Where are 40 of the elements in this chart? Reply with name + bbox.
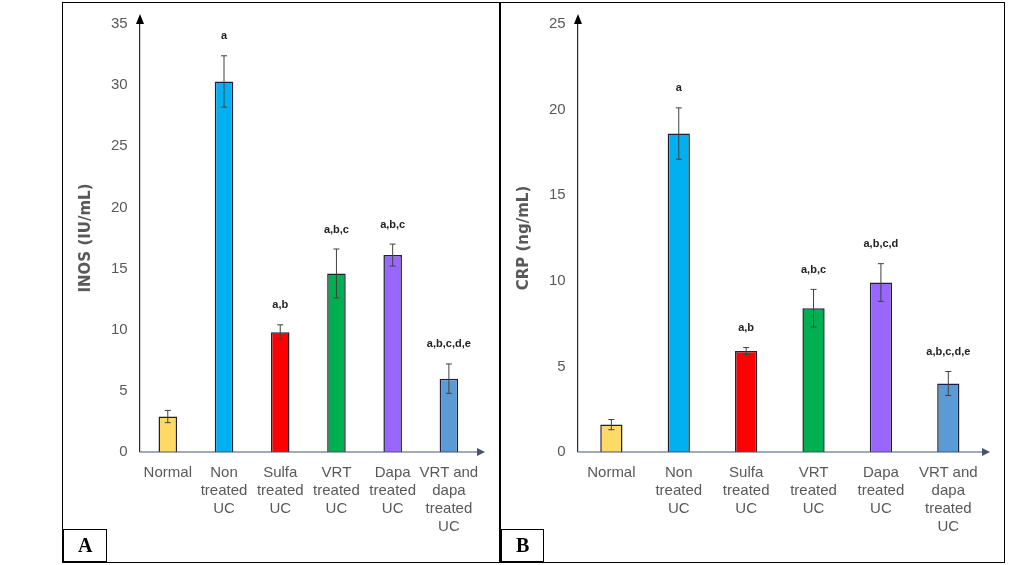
x-tick-label: VRT treated UC — [790, 463, 837, 517]
y-tick-label: 20 — [111, 197, 128, 215]
y-tick-label: 20 — [549, 99, 566, 117]
y-tick-label: 0 — [119, 442, 128, 460]
y-tick-label: 10 — [549, 270, 566, 288]
y-axis-title: INOS (IU/mL) — [75, 183, 94, 293]
annotation: a,b,c,d,e — [426, 337, 471, 350]
x-tick-label: Sulfa treated UC — [722, 463, 770, 517]
y-tick-label: 5 — [119, 381, 128, 398]
x-tick-label: Dapa treated UC — [857, 463, 905, 517]
annotation: a,b,c — [323, 222, 349, 235]
annotation: a — [675, 81, 683, 94]
y-tick-label: 15 — [549, 185, 566, 203]
x-tick-label: Non treated UC — [200, 463, 248, 517]
annotation: a,b,c — [380, 217, 406, 230]
annotation: a,b — [272, 298, 289, 311]
y-tick-label: 25 — [549, 14, 566, 32]
y-tick-label: 5 — [557, 356, 566, 374]
y-tick-label: 0 — [557, 442, 566, 460]
x-tick-label: Normal — [143, 463, 192, 481]
annotation: a,b — [738, 321, 755, 334]
annotation: a,b,c,d,e — [926, 345, 971, 358]
y-tick-label: 30 — [111, 75, 128, 93]
x-tick-label: VRT treated UC — [313, 463, 360, 517]
x-tick-label: Sulfa treated UC — [256, 463, 304, 517]
text: B — [501, 529, 545, 562]
x-tick-label: VRT and dapa treated UC — [918, 463, 978, 535]
x-tick-label: Non treated UC — [655, 463, 703, 517]
y-tick-label: 15 — [111, 258, 128, 276]
text: A — [63, 529, 108, 562]
x-tick-label: Dapa treated UC — [369, 463, 417, 517]
x-tick-label: VRT and dapa treated UC — [419, 463, 479, 535]
y-tick-label: 10 — [111, 319, 128, 337]
y-tick-label: 35 — [111, 14, 128, 32]
annotation: a — [220, 29, 228, 42]
x-tick-label: Normal — [587, 463, 636, 481]
y-tick-label: 25 — [111, 136, 128, 154]
y-axis-title: CRP (ng/mL) — [513, 185, 532, 291]
annotation: a,b,c — [801, 262, 827, 275]
annotation: a,b,c,d — [863, 237, 899, 250]
